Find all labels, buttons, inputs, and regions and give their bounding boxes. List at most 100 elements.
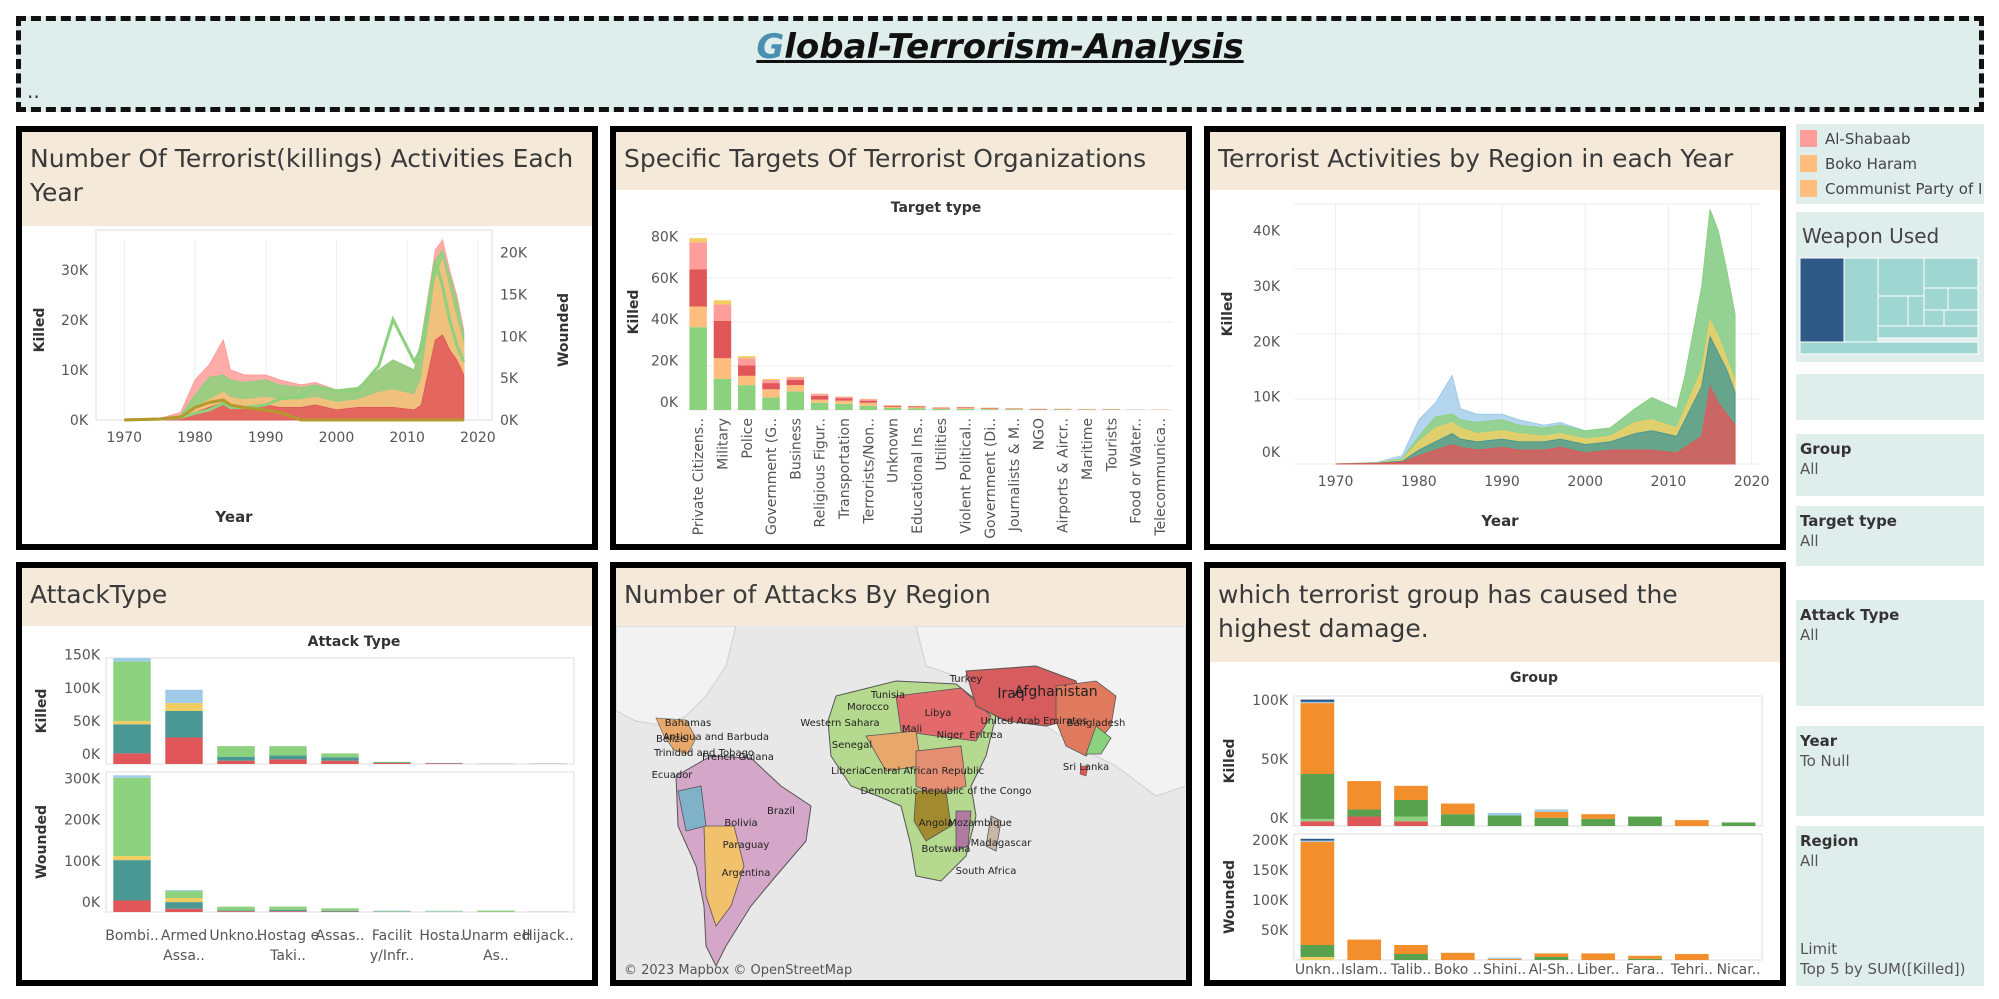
bar-segment	[786, 377, 805, 380]
y-axis-title: Killed	[1222, 739, 1238, 784]
x-tick-label: Unkn..	[1295, 962, 1340, 978]
targets-chart[interactable]: Target type 0K 20K 40K 60K 80K Killed Private C…	[616, 190, 1186, 544]
x-tick-label: Business	[788, 418, 804, 480]
bar-segment	[113, 775, 151, 778]
bar-segment	[1487, 958, 1522, 960]
group-damage-chart[interactable]: Group 0K 50K 100K 50K 100K 150K 200K Killed Wound…	[1210, 662, 1780, 980]
bar-segment	[321, 910, 359, 912]
x-tick-label: Islam..	[1341, 962, 1387, 978]
filter-value[interactable]: All	[1800, 460, 1819, 478]
bar-segment	[1487, 815, 1522, 826]
panel-region-year[interactable]: Terrorist Activities by Region in each Y…	[1204, 126, 1786, 550]
map-country-label: Brazil	[767, 806, 795, 817]
filter-region[interactable]: Region All Limit Top 5 by SUM([Killed])	[1796, 826, 1984, 986]
bar-segment	[713, 378, 732, 410]
bar-segment	[689, 269, 707, 307]
title-rest: lobal-Terrorism-Analysis	[784, 27, 1244, 67]
bar-segment	[269, 911, 307, 912]
bar-segment	[1534, 957, 1569, 960]
map-country-label: Belize	[656, 734, 686, 745]
bar-segment	[1394, 816, 1428, 822]
bar-segment	[217, 756, 255, 761]
bar-segment	[786, 385, 805, 392]
x-tick-label: 2020	[460, 430, 496, 446]
map-country-label: Mozambique	[948, 818, 1012, 829]
x-tick-label: Armed	[161, 928, 207, 944]
bar-segment	[1300, 818, 1335, 822]
filter-year[interactable]: Year To Null	[1796, 726, 1984, 816]
y2-tick-label: 15K	[500, 287, 528, 303]
x-tick-label: Military	[715, 418, 731, 470]
bar-segment	[165, 890, 203, 891]
group-legend[interactable]: Al-Shabaab Boko Haram Communist Party of…	[1796, 124, 1984, 204]
x-tick-label: Tourists	[1104, 418, 1120, 472]
filter-value[interactable]: All	[1800, 532, 1819, 550]
weapon-used-title: Weapon Used	[1802, 224, 1940, 248]
dashboard-title: Global-Terrorism-Analysis	[21, 27, 1979, 67]
weapon-treemap[interactable]	[1798, 256, 1982, 360]
bar-segment	[713, 300, 732, 305]
bar-segment	[1628, 816, 1662, 826]
bar-segment	[1628, 955, 1662, 959]
bar-segment	[217, 906, 255, 911]
y-tick-label: 0K	[1262, 445, 1281, 461]
bar-segment	[1300, 703, 1335, 774]
attack-type-chart[interactable]: Attack Type 0K 50K 100K 150K 0K 100K 200K 300K Ki…	[22, 626, 592, 980]
limit-value: Top 5 by SUM([Killed])	[1800, 960, 1966, 978]
bar-segment	[908, 407, 926, 409]
filter-attack-type[interactable]: Attack Type All	[1796, 600, 1984, 706]
x-tick-label: Telecommunica..	[1153, 418, 1169, 537]
bar-segment	[810, 402, 829, 410]
x-tick-label: Journalists & M..	[1007, 418, 1023, 532]
panel-attack-type[interactable]: AttackType Attack Type 0K 50K 100K 150K 0K 100…	[16, 562, 598, 986]
x-tick-label: Assas..	[316, 928, 365, 944]
panel-attacks-by-region[interactable]: Number of Attacks By Region Tunisia Turke…	[610, 562, 1192, 986]
filter-group[interactable]: Group All	[1796, 434, 1984, 496]
bar-segment	[786, 379, 805, 386]
bar-segment	[269, 759, 307, 764]
bar-segment	[689, 306, 707, 328]
x-tick-label: Educational Ins..	[910, 418, 926, 534]
bar-segment	[908, 406, 926, 408]
panel-title: Terrorist Activities by Region in each Y…	[1210, 132, 1780, 190]
bar-segment	[373, 763, 411, 764]
dashboard-title-box: Global-Terrorism-Analysis ..	[16, 16, 1984, 112]
filter-target-type[interactable]: Target type All	[1796, 506, 1984, 566]
area-series	[1335, 335, 1736, 465]
y-tick-label: 0K	[82, 747, 101, 763]
legend-label: Al-Shabaab	[1825, 129, 1911, 148]
legend-swatch	[1800, 155, 1817, 172]
y-tick-label: 40K	[1253, 224, 1281, 240]
x-tick-label: Tehri..	[1670, 962, 1713, 978]
legend-item[interactable]: Al-Shabaab	[1796, 126, 1984, 151]
y-tick-label: 30K	[1253, 279, 1281, 295]
filter-value[interactable]: To Null	[1800, 752, 1850, 770]
bar-segment	[1440, 952, 1475, 960]
region-year-chart[interactable]: 1970 1980 1990 2000 2010 2020 0K 10K 20K 30K 40K Ki…	[1210, 190, 1780, 544]
bar-segment	[165, 898, 203, 903]
map-country-label: Sri Lanka	[1063, 762, 1109, 773]
filter-value[interactable]: All	[1800, 852, 1819, 870]
legend-item[interactable]: Boko Haram	[1796, 151, 1984, 176]
bar-segment	[113, 661, 151, 721]
bar-segment	[1300, 945, 1335, 957]
bar-segment	[1300, 699, 1335, 702]
panel-title: Specific Targets Of Terrorist Organizati…	[616, 132, 1186, 190]
bar-segment	[113, 860, 151, 901]
panel-group-damage[interactable]: which terrorist group has caused the hig…	[1204, 562, 1786, 986]
x-tick-label: Facilit	[372, 928, 413, 944]
panel-killings-per-year[interactable]: Number Of Terrorist(killings) Activities…	[16, 126, 598, 550]
map-country-label: Paraguay	[723, 840, 770, 851]
legend-item[interactable]: Communist Party of I..	[1796, 176, 1984, 201]
bar-segment	[908, 408, 926, 410]
x-tick-label: Religious Figur..	[813, 418, 829, 528]
killings-per-year-chart[interactable]: 1970 1980 1990 2000 2010 20200K10K20K30K0K5K1…	[22, 226, 592, 544]
x-tick-label: Liber..	[1577, 962, 1620, 978]
filter-value[interactable]: All	[1800, 626, 1819, 644]
panel-specific-targets[interactable]: Specific Targets Of Terrorist Organizati…	[610, 126, 1192, 550]
panel-title: AttackType	[22, 568, 592, 626]
y-tick-label: 0K	[70, 413, 89, 429]
x-tick-label: Unkno..	[209, 928, 262, 944]
